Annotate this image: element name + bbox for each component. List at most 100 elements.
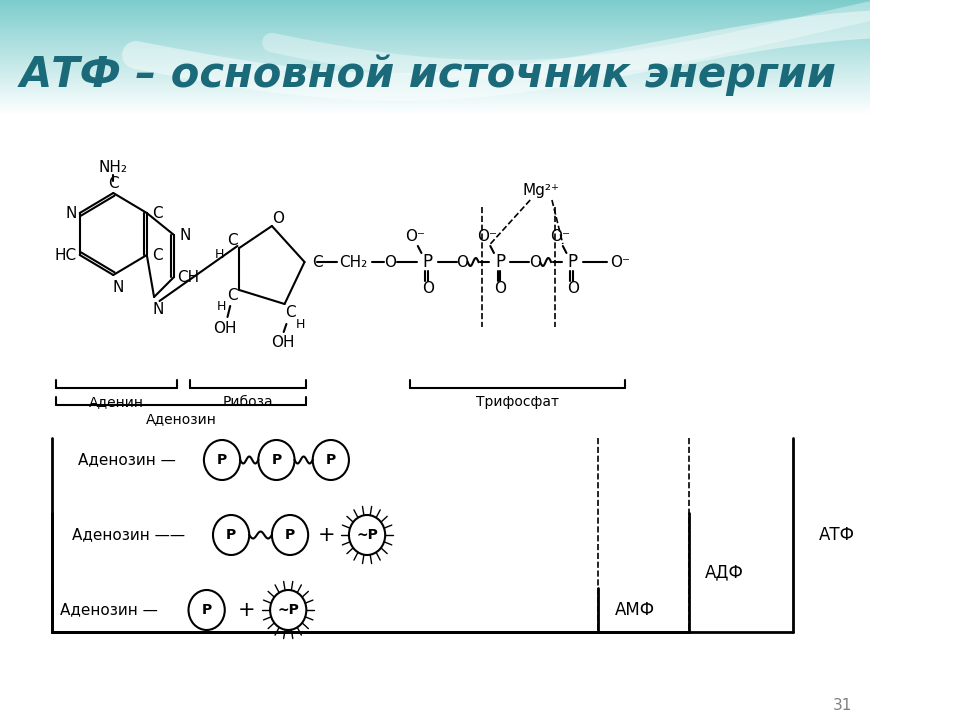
Text: ~P: ~P [356,528,378,542]
Text: O⁻: O⁻ [405,228,425,243]
Text: P: P [422,253,433,271]
Text: P: P [285,528,295,542]
Bar [0,77,870,78]
Text: N: N [153,302,164,317]
Bar [0,35,870,36]
Bar [0,83,870,84]
Bar [0,21,870,22]
Bar [0,48,870,49]
Bar [0,106,870,107]
Text: O: O [529,254,540,269]
Text: АТФ – основной источник энергии: АТФ – основной источник энергии [20,54,837,96]
Bar [0,67,870,68]
Bar [0,112,870,113]
Bar [0,27,870,28]
Bar [0,28,870,29]
Bar [0,42,870,43]
Bar [0,108,870,109]
Bar [0,0,870,1]
Bar [0,109,870,110]
Text: O: O [494,281,506,295]
Bar [0,102,870,103]
Text: Трифосфат: Трифосфат [476,395,559,409]
Text: N: N [65,205,77,220]
Bar [0,65,870,66]
Bar [0,66,870,67]
Bar [0,24,870,25]
Bar [0,34,870,35]
Bar [0,74,870,75]
Bar [0,46,870,47]
Bar [0,88,870,89]
Bar [0,110,870,111]
Bar [0,29,870,30]
Text: P: P [495,253,505,271]
Bar [0,49,870,50]
Bar [0,5,870,6]
Text: O⁻: O⁻ [550,228,570,243]
Bar [0,71,870,72]
Text: O: O [384,254,396,269]
Bar [0,101,870,102]
Text: Аденозин: Аденозин [146,412,217,426]
Bar [0,18,870,19]
Bar [0,6,870,7]
Text: O: O [566,281,579,295]
Bar [0,23,870,24]
Bar [0,44,870,45]
Bar [0,113,870,114]
Bar [0,96,870,97]
Text: Рибоза: Рибоза [223,395,274,409]
Text: АМФ: АМФ [614,601,655,619]
Bar [0,82,870,83]
Text: Mg²⁺: Mg²⁺ [522,182,560,197]
Text: OH: OH [213,320,236,336]
Bar [0,16,870,17]
Text: C: C [227,287,237,302]
Bar [0,25,870,26]
Bar [0,1,870,2]
Bar [0,53,870,54]
Bar [0,7,870,8]
Text: P: P [325,453,336,467]
Text: H: H [297,318,305,330]
Bar [0,13,870,14]
Bar [0,68,870,69]
Bar [0,15,870,16]
Bar [0,38,870,39]
Bar [0,103,870,104]
Bar [0,99,870,100]
Bar [0,41,870,42]
Bar [0,104,870,105]
Text: C: C [312,254,323,269]
Bar [0,45,870,46]
Bar [0,91,870,92]
Text: C: C [108,176,119,191]
Text: O: O [456,254,468,269]
Bar [0,26,870,27]
Text: +: + [238,600,255,620]
Bar [0,73,870,74]
Text: P: P [202,603,212,617]
Text: O⁻: O⁻ [478,228,497,243]
Text: C: C [285,305,296,320]
Text: Аденозин —: Аденозин — [60,603,157,618]
Text: P: P [217,453,228,467]
Bar [0,39,870,40]
Bar [0,64,870,65]
Text: C: C [227,233,237,248]
Text: O: O [421,281,434,295]
Bar [0,100,870,101]
Bar [0,14,870,15]
Bar [0,40,870,41]
Bar [0,60,870,61]
Text: АТФ: АТФ [819,526,854,544]
Bar [0,56,870,57]
Bar [0,76,870,77]
Bar [0,70,870,71]
Bar [0,19,870,20]
Text: N: N [112,279,124,294]
Bar [0,92,870,93]
Bar [0,63,870,64]
Bar [0,22,870,23]
